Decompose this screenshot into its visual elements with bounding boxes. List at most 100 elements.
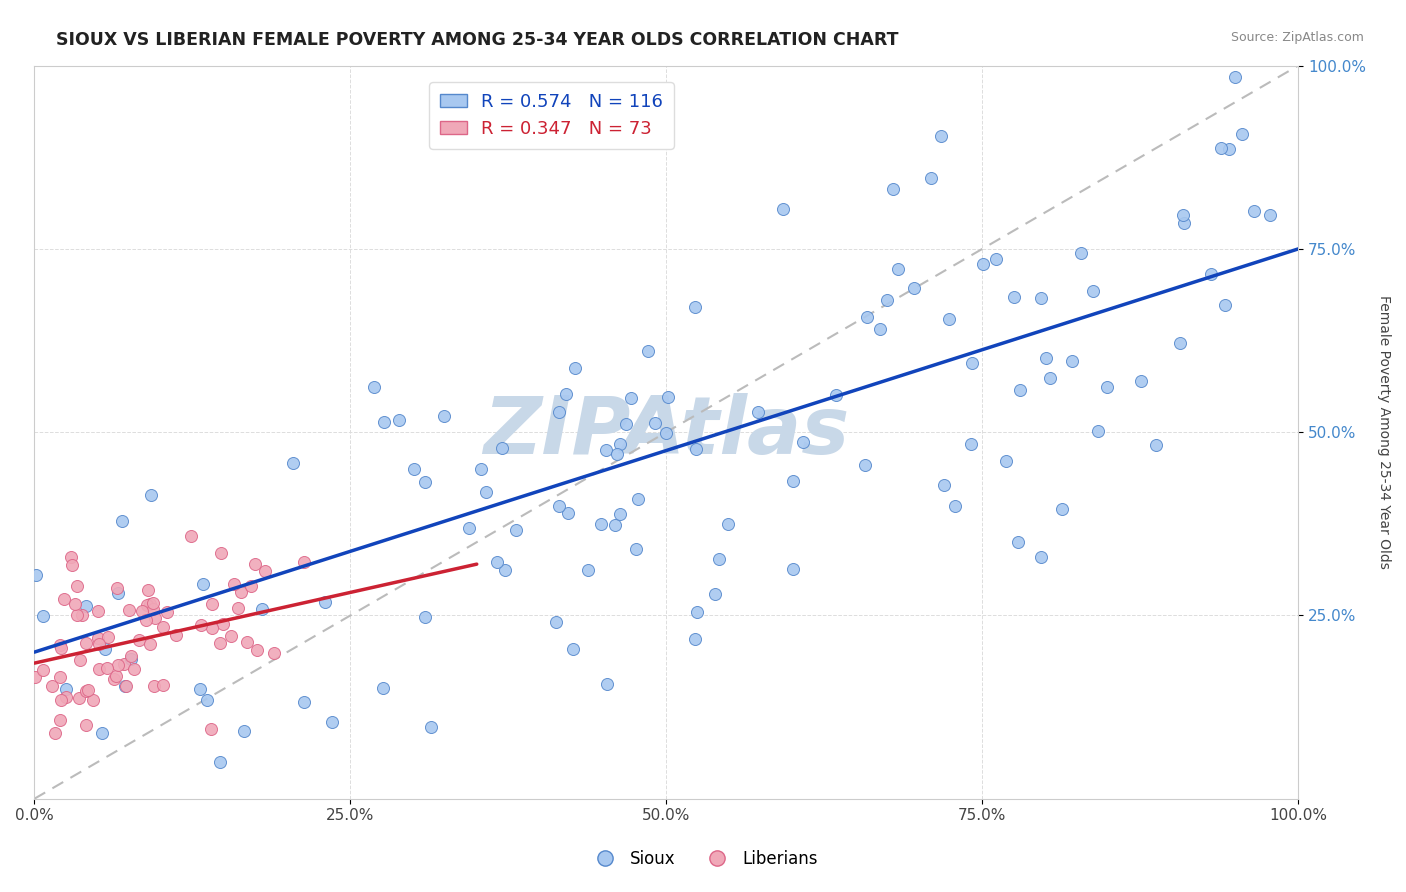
Point (869, 321, 891, 335)
Point (156, 605, 179, 619)
Point (66, 607, 89, 622)
Point (685, 442, 707, 457)
Point (994, 454, 1017, 468)
Point (32, 609, 55, 624)
Point (420, 720, 443, 734)
Point (239, 579, 262, 593)
Point (236, 635, 259, 649)
Point (1260, 208, 1282, 222)
Point (547, 499, 569, 513)
Point (114, 679, 136, 693)
Point (554, 386, 576, 401)
Point (209, 546, 232, 560)
Point (491, 441, 513, 455)
Point (292, 695, 315, 709)
Point (111, 514, 134, 528)
Point (1243, 203, 1265, 218)
Point (1168, 336, 1191, 351)
Point (226, 601, 249, 615)
Point (103, 672, 125, 686)
Point (457, 521, 479, 535)
Point (90, 726, 112, 740)
Point (107, 585, 129, 599)
Point (886, 261, 908, 276)
Point (120, 652, 142, 666)
Point (138, 597, 160, 611)
Point (564, 361, 586, 376)
Point (704, 587, 727, 601)
Point (118, 602, 141, 616)
Point (1031, 549, 1053, 564)
Point (562, 642, 585, 657)
Y-axis label: Female Poverty Among 25-34 Year Olds: Female Poverty Among 25-34 Year Olds (1376, 295, 1391, 569)
Point (51, 692, 73, 706)
Point (1087, 424, 1109, 438)
Point (60, 549, 83, 564)
Point (596, 677, 619, 691)
Point (943, 500, 966, 514)
Point (578, 563, 600, 577)
Point (107, 657, 129, 672)
Point (55, 682, 77, 697)
Point (97, 630, 120, 644)
Point (882, 182, 904, 196)
Point (657, 390, 679, 404)
Point (77, 683, 100, 698)
Point (1002, 290, 1025, 304)
Point (683, 301, 706, 315)
Point (747, 404, 769, 418)
Point (114, 657, 136, 671)
Point (63, 597, 86, 611)
Point (143, 610, 166, 624)
Point (1225, 70, 1247, 84)
Point (589, 516, 612, 531)
Text: SIOUX VS LIBERIAN FEMALE POVERTY AMONG 25-34 YEAR OLDS CORRELATION CHART: SIOUX VS LIBERIAN FEMALE POVERTY AMONG 2… (56, 31, 898, 49)
Point (853, 458, 876, 473)
Point (55, 690, 77, 704)
Point (180, 529, 202, 543)
Point (200, 597, 222, 611)
Point (606, 446, 628, 460)
Point (87, 631, 110, 645)
Point (782, 475, 804, 489)
Point (920, 170, 942, 185)
Point (717, 516, 740, 531)
Point (136, 598, 159, 612)
Point (644, 416, 666, 430)
Point (856, 310, 879, 324)
Point (263, 646, 285, 660)
Point (1173, 209, 1195, 223)
Point (128, 633, 150, 648)
Point (188, 681, 211, 696)
Point (685, 632, 707, 646)
Point (135, 613, 157, 627)
Point (252, 602, 274, 616)
Point (373, 681, 395, 695)
Point (624, 542, 647, 557)
Point (938, 312, 960, 326)
Point (686, 605, 709, 619)
Point (1062, 353, 1084, 368)
Point (139, 488, 162, 502)
Point (413, 475, 436, 490)
Point (314, 595, 336, 609)
Point (143, 680, 166, 694)
Point (93, 641, 115, 656)
Point (75, 683, 97, 698)
Point (49, 641, 72, 656)
Point (142, 602, 165, 616)
Point (67, 691, 90, 706)
Point (620, 391, 643, 405)
Point (60, 558, 83, 573)
Point (246, 643, 269, 657)
Point (191, 577, 214, 591)
Point (1083, 284, 1105, 298)
Point (243, 558, 266, 572)
Point (253, 564, 276, 578)
Point (209, 636, 232, 650)
Point (200, 622, 222, 636)
Point (485, 555, 508, 569)
Point (363, 380, 385, 394)
Point (595, 442, 617, 457)
Point (474, 485, 496, 500)
